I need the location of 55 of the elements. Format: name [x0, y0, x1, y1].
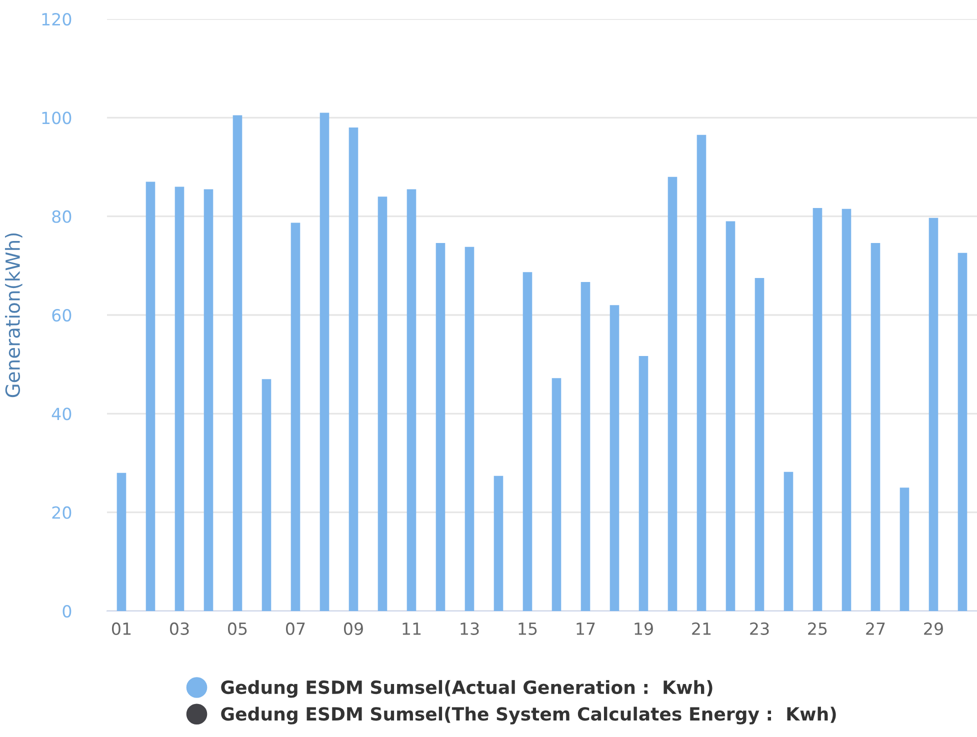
bar — [436, 242, 446, 611]
bar — [812, 208, 822, 611]
bar — [784, 472, 794, 611]
bar — [870, 242, 880, 611]
x-tick-label: 07 — [286, 622, 305, 636]
bar — [638, 356, 648, 611]
bar — [958, 252, 968, 611]
legend-label: Gedung ESDM Sumsel(Actual Generation : Kwh) — [221, 680, 712, 698]
x-tick-label: 09 — [344, 622, 363, 636]
y-tick-label: 120 — [42, 12, 72, 26]
bar — [232, 115, 242, 611]
bar — [290, 222, 300, 611]
y-tick-label: 100 — [42, 112, 72, 124]
x-tick-label: 29 — [924, 622, 943, 636]
y-tick-label: 80 — [52, 210, 72, 223]
bar — [552, 378, 562, 611]
bar — [668, 176, 678, 611]
bar — [204, 189, 214, 611]
bar — [174, 186, 184, 611]
bar — [928, 218, 938, 611]
bar — [580, 282, 590, 611]
x-tick-label: 21 — [692, 622, 711, 635]
x-tick-label: 05 — [228, 622, 247, 636]
bar — [146, 182, 156, 611]
y-tick-label: 20 — [52, 506, 72, 519]
bar — [406, 189, 416, 611]
x-tick-label: 15 — [518, 622, 537, 636]
bar — [320, 112, 330, 611]
x-tick-label: 27 — [866, 622, 885, 635]
bar — [378, 196, 388, 611]
bar — [494, 476, 504, 611]
x-tick-label: 17 — [576, 622, 595, 635]
y-axis-title: Generation(kWh) — [4, 233, 22, 398]
y-tick-label: 0 — [62, 604, 72, 618]
bar — [348, 128, 358, 611]
bar — [262, 379, 272, 611]
bar — [464, 246, 474, 611]
bar — [754, 278, 764, 611]
x-tick-label: 01 — [112, 622, 131, 636]
y-tick-label: 60 — [52, 308, 72, 322]
bar — [726, 221, 736, 611]
bar — [522, 272, 532, 611]
bar — [610, 305, 620, 611]
y-tick-label: 40 — [52, 408, 72, 420]
x-tick-label: 13 — [460, 622, 479, 636]
x-tick-label: 19 — [634, 622, 653, 636]
bar — [116, 472, 126, 611]
x-tick-label: 23 — [750, 622, 769, 636]
x-tick-label: 25 — [808, 622, 827, 636]
bar — [900, 488, 910, 611]
legend-label: Gedung ESDM Sumsel(The System Calculates Energy : Kwh) — [221, 706, 836, 724]
x-tick-label: 03 — [170, 622, 189, 636]
bar — [842, 208, 852, 611]
bar — [696, 134, 706, 611]
x-tick-label: 11 — [402, 622, 421, 635]
